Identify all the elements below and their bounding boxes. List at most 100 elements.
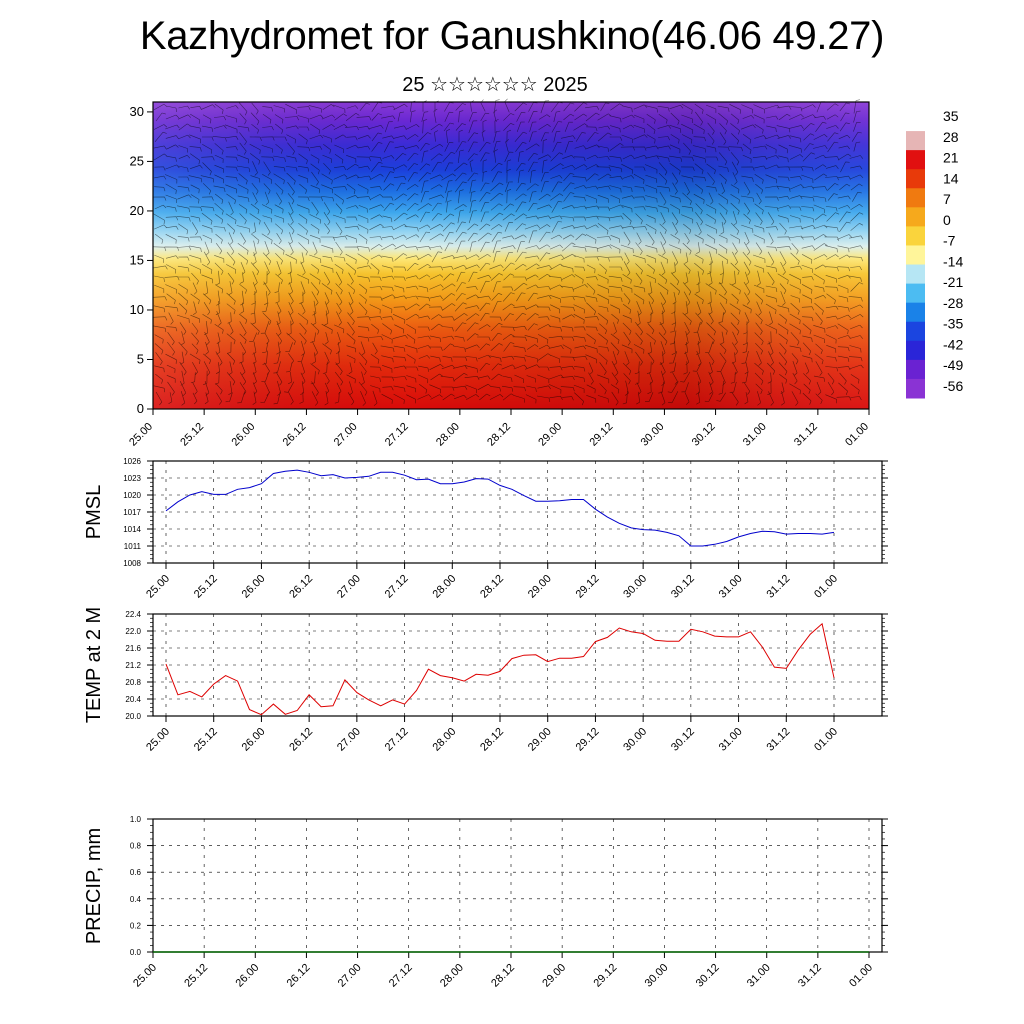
p1-xtick-label: 26.00 [229,421,257,449]
field-shading [153,102,869,409]
colorbar-swatch [906,245,925,266]
xtick-label: 26.00 [240,726,268,754]
p1-ytick-label: 10 [130,302,144,317]
xtick-label: 30.12 [669,726,697,754]
colorbar-label: 35 [943,108,959,124]
p1-ytick-label: 30 [130,104,144,119]
ytick-label: 21.2 [125,661,141,670]
pmsl-axis-label: PMSL [83,485,105,539]
xtick-label: 30.12 [669,573,697,601]
ytick-label: 1026 [123,457,141,466]
xtick-label: 27.00 [335,573,363,601]
colorbar-swatch [906,378,925,399]
ytick-label: 0.2 [130,921,142,930]
ytick-label: 1014 [123,525,141,534]
colorbar-swatch [906,302,925,323]
xtick-label: 28.12 [478,573,506,601]
xtick-label: 29.12 [591,962,619,990]
xtick-label: 25.12 [192,726,220,754]
ytick-label: 0.8 [130,842,142,851]
xtick-label: 30.12 [694,962,722,990]
p1-ytick-label: 0 [137,401,144,416]
wind-barb-strokes [152,98,864,406]
xtick-label: 25.00 [144,573,172,601]
xtick-label: 26.00 [240,573,268,601]
p1-xtick-label: 25.00 [127,421,155,449]
colorbar-swatch [906,226,925,246]
xtick-label: 30.00 [621,726,649,754]
colorbar-swatch [906,112,925,132]
xtick-label: 29.12 [574,726,602,754]
colorbar-swatch [906,340,925,361]
p1-xtick-label: 25.12 [178,421,206,449]
xtick-label: 27.12 [383,726,411,754]
colorbar-label: -21 [943,274,963,290]
p1-xtick-label: 28.12 [485,421,513,449]
colorbar-label: 21 [943,150,959,166]
temp-series-line [165,622,835,716]
xtick-label: 25.12 [182,962,210,990]
ytick-label: 21.6 [125,644,141,653]
colorbar-label: 7 [943,191,951,207]
colorbar-label: -35 [943,316,963,332]
ytick-label: 1011 [124,542,142,551]
colorbar-label: 14 [943,170,959,186]
xtick-label: 26.12 [285,962,313,990]
xtick-label: 27.12 [383,573,411,601]
ytick-label: 1017 [123,508,141,517]
ytick-label: 1008 [123,559,141,568]
colorbar-label: -14 [943,253,963,269]
xtick-label: 31.00 [717,573,745,601]
xtick-label: 28.12 [478,726,506,754]
p1-ytick-label: 25 [130,153,144,168]
xtick-label: 31.00 [717,726,745,754]
colorbar-swatch [906,188,925,208]
colorbar-label: 28 [943,129,959,145]
chart-title: Kazhydromet for Ganushkino(46.06 49.27) [139,14,885,58]
colorbar: 35 28 21 14 7 0 -7 -14 -21 -28 -35 -42 -49 -56 [906,108,963,399]
colorbar-swatch [906,283,925,304]
xtick-label: 27.12 [387,962,415,990]
precip-axis-label: PRECIP, mm [83,828,105,944]
temp-axis-label: TEMP at 2 M [83,607,105,723]
p1-xtick-label: 29.12 [587,421,615,449]
xtick-label: 30.00 [621,573,649,601]
colorbar-label: -42 [943,337,963,353]
colorbar-label: -7 [943,233,956,249]
xtick-label: 29.00 [540,962,568,990]
p1-xtick-label: 30.00 [639,421,667,449]
xtick-label: 25.00 [131,962,159,990]
p1-xtick-label: 28.00 [434,421,462,449]
xtick-label: 29.00 [526,573,554,601]
temperature-wind-panel: 0 5 10 15 20 25 30 25.00 25.12 26.00 26.12 27.00 27… [127,98,871,449]
ytick-label: 1023 [123,474,141,483]
p1-xtick-label: 31.00 [741,421,769,449]
xtick-label: 31.12 [796,962,824,990]
p1-xtick-label: 27.00 [332,421,360,449]
panel4-frame [152,818,883,953]
xtick-label: 27.00 [336,962,364,990]
p1-xtick-label: 29.00 [536,421,564,449]
xtick-label: 26.12 [287,726,315,754]
temp-panel: 25.00 25.12 26.00 26.12 27.00 27.12 28.00 28.12… [83,607,888,754]
ytick-label: 20.0 [125,712,141,721]
colorbar-label: -28 [943,295,963,311]
xtick-label: 29.12 [574,573,602,601]
panel2-frame [152,460,883,564]
xtick-label: 29.00 [526,726,554,754]
wind-barbs [152,98,864,406]
xtick-label: 31.12 [764,573,792,601]
colorbar-swatch [906,150,925,170]
xtick-label: 31.00 [745,962,773,990]
chart-subtitle: 25 ☆☆☆☆☆☆ 2025 [402,74,588,96]
ytick-label: 0.4 [130,895,142,904]
ytick-label: 22.4 [125,610,141,619]
xtick-label: 27.00 [335,726,363,754]
ytick-label: 0.0 [130,948,142,957]
xtick-label: 31.12 [764,726,792,754]
p1-xtick-label: 27.12 [383,421,411,449]
xtick-label: 26.00 [233,962,261,990]
p1-xtick-label: 01.00 [843,421,871,449]
pmsl-panel: 25.00 25.12 26.00 26.12 27.00 27.12 28.00 28.12… [83,457,888,601]
